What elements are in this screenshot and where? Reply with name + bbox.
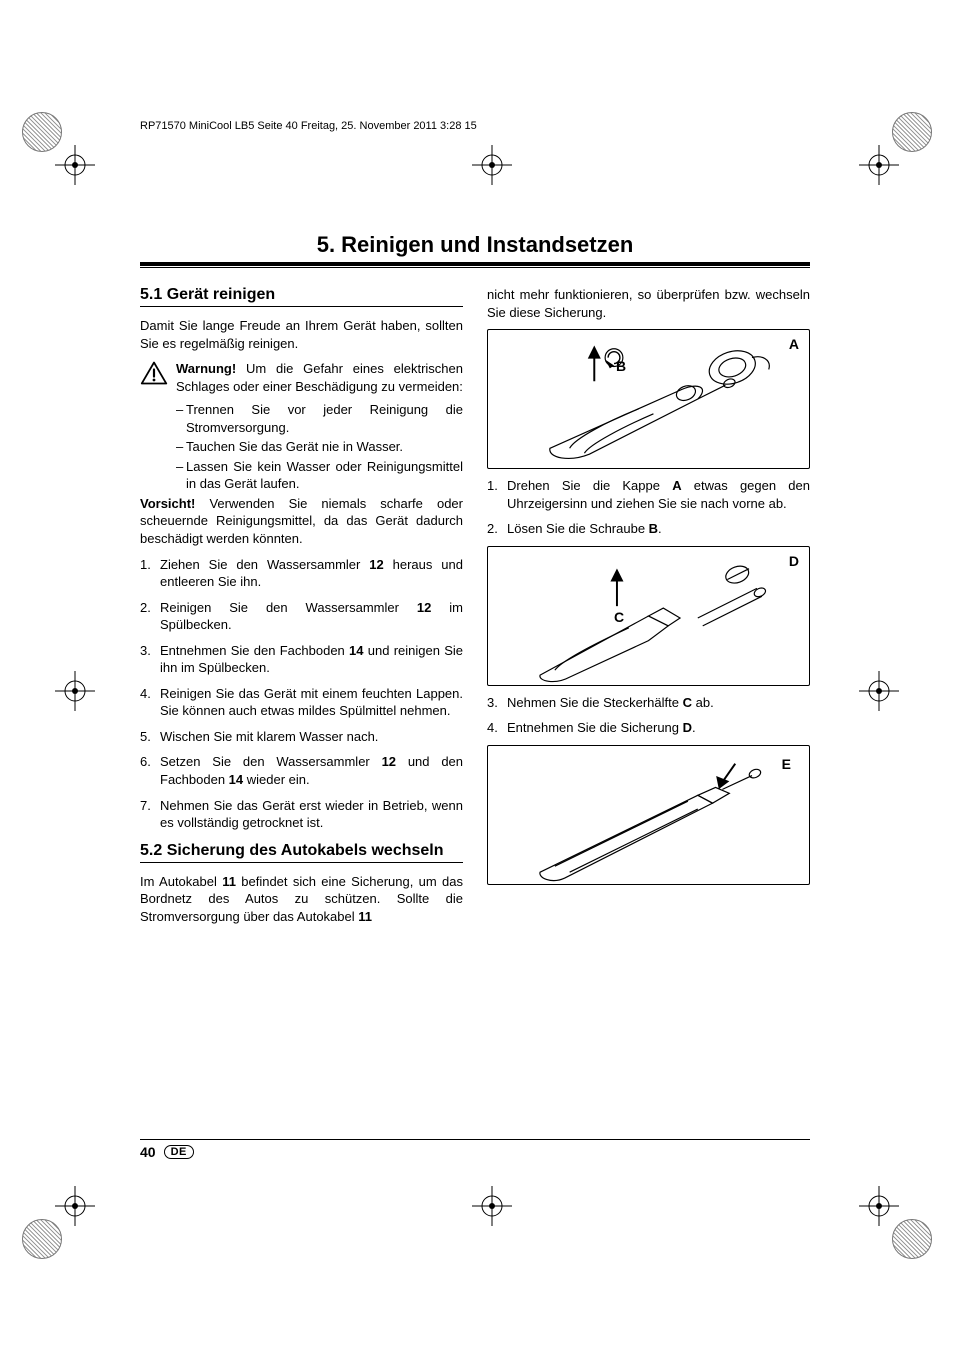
left-column: 5.1 Gerät reinigen Damit Sie lange Freud… (140, 286, 463, 933)
page-number: 40 (140, 1144, 156, 1160)
page-footer: 40 DE (140, 1139, 810, 1160)
figure-3: E (487, 745, 810, 885)
page-content: RP71570 MiniCool LB5 Seite 40 Freitag, 2… (140, 120, 810, 1160)
steps-after-fig1: Drehen Sie die Kappe A etwas gegen den U… (487, 477, 810, 538)
dash-item: –Lassen Sie kein Wasser oder Reinigungsm… (176, 458, 463, 493)
crop-mark-icon (854, 656, 924, 696)
list-item: Nehmen Sie das Gerät erst wieder in Betr… (140, 797, 463, 832)
figure-label-A: A (789, 336, 799, 352)
crop-mark-icon (30, 656, 100, 696)
two-column-layout: 5.1 Gerät reinigen Damit Sie lange Freud… (140, 286, 810, 933)
right-column: nicht mehr funktionieren, so überprüfen … (487, 286, 810, 933)
figure-label-D: D (789, 553, 799, 569)
section-5-2-text: Im Autokabel 11 befindet sich eine Siche… (140, 873, 463, 926)
section-heading-5-2: 5.2 Sicherung des Autokabels wechseln (140, 842, 463, 860)
warning-label: Warnung! (176, 361, 236, 376)
crop-mark-icon (854, 1181, 924, 1251)
dash-item: –Trennen Sie vor jeder Reinigung die Str… (176, 401, 463, 436)
divider (140, 262, 810, 266)
warning-dash-list: –Trennen Sie vor jeder Reinigung die Str… (176, 401, 463, 493)
divider (140, 267, 810, 268)
divider (140, 306, 463, 307)
running-header: RP71570 MiniCool LB5 Seite 40 Freitag, 2… (140, 120, 810, 132)
continuation-text: nicht mehr funktionieren, so überprüfen … (487, 286, 810, 321)
caution-text: Vorsicht! Verwenden Sie niemals scharfe … (140, 495, 463, 548)
section-heading-5-1: 5.1 Gerät reinigen (140, 286, 463, 304)
intro-text: Damit Sie lange Freude an Ihrem Gerät ha… (140, 317, 463, 352)
crop-mark-icon (457, 1181, 497, 1251)
list-item: Lösen Sie die Schraube B. (487, 520, 810, 538)
divider (140, 862, 463, 863)
list-item: Reinigen Sie den Wassersammler 12 im Spü… (140, 599, 463, 634)
steps-after-fig2: Nehmen Sie die Steckerhälfte C ab. Entneh… (487, 694, 810, 737)
warning-block: Warnung! Um die Gefahr eines elektrische… (140, 360, 463, 395)
chapter-title: 5. Reinigen und Instandsetzen (140, 232, 810, 258)
list-item: Reinigen Sie das Gerät mit einem feuchte… (140, 685, 463, 720)
figure-label-C: C (614, 609, 624, 625)
caution-label: Vorsicht! (140, 496, 195, 511)
list-item: Entnehmen Sie die Sicherung D. (487, 719, 810, 737)
warning-text: Warnung! Um die Gefahr eines elektrische… (176, 360, 463, 395)
language-badge: DE (164, 1145, 194, 1159)
crop-mark-icon (854, 120, 924, 190)
figure-1: A B (487, 329, 810, 469)
divider (140, 1139, 810, 1140)
crop-mark-icon (30, 120, 100, 190)
figure-label-E: E (782, 756, 791, 772)
steps-list-5-1: Ziehen Sie den Wassersammler 12 heraus u… (140, 556, 463, 832)
crop-mark-icon (30, 1181, 100, 1251)
dash-item: –Tauchen Sie das Gerät nie in Wasser. (176, 438, 463, 456)
figure-2: C D (487, 546, 810, 686)
list-item: Drehen Sie die Kappe A etwas gegen den U… (487, 477, 810, 512)
list-item: Ziehen Sie den Wassersammler 12 heraus u… (140, 556, 463, 591)
figure-label-B: B (616, 358, 626, 374)
warning-icon (140, 360, 170, 395)
list-item: Setzen Sie den Wassersammler 12 und den … (140, 753, 463, 788)
list-item: Wischen Sie mit klarem Wasser nach. (140, 728, 463, 746)
list-item: Nehmen Sie die Steckerhälfte C ab. (487, 694, 810, 712)
list-item: Entnehmen Sie den Fachboden 14 und reini… (140, 642, 463, 677)
